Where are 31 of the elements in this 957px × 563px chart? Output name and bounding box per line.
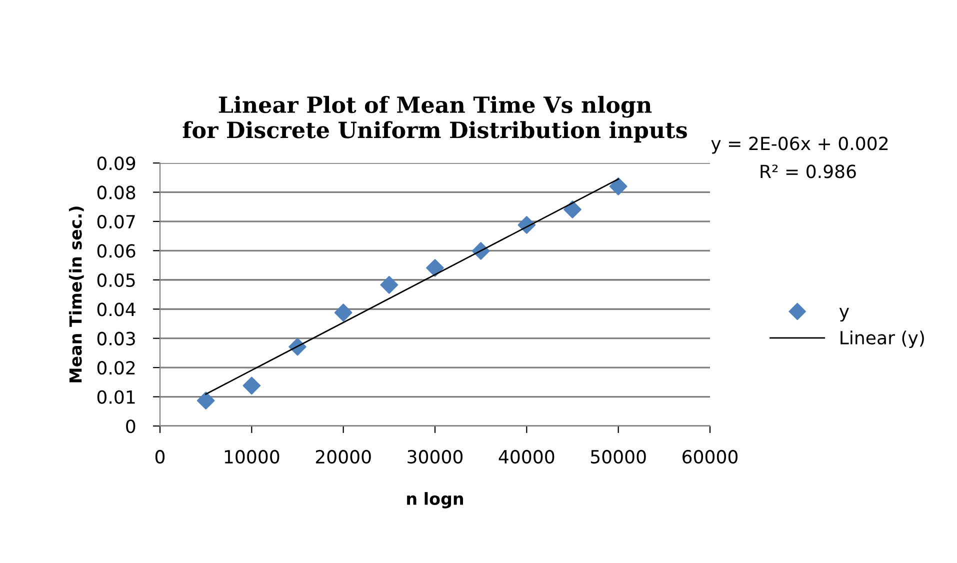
x-tick-label: 50000: [591, 450, 646, 464]
legend-label: Linear (y): [840, 330, 924, 348]
point: [564, 200, 582, 218]
point: [242, 376, 261, 395]
y-tick-label: 0.05: [97, 273, 135, 288]
y-tick-label: 0.01: [97, 390, 135, 404]
x-tick-label: 10000: [224, 450, 280, 464]
text: y = 2E-06x + 0.002: [711, 136, 888, 154]
x-tick-label: 20000: [316, 450, 371, 464]
y-tick-label: 0.06: [97, 244, 136, 258]
y-tick-label: 0: [126, 419, 136, 434]
chart-title: Linear Plot of Mean Time Vs nlogn for Discrete Uniform Distribution inputs: [182, 96, 687, 143]
x-tick-label: 30000: [408, 450, 463, 464]
point: [196, 392, 215, 410]
point: [426, 258, 444, 277]
x-tick-label: 60000: [682, 450, 738, 464]
legend-label: y: [839, 308, 850, 322]
point: [334, 304, 352, 322]
y-tick-label: 0.04: [97, 302, 136, 316]
x-axis-title: n logn: [407, 492, 464, 508]
x-tick-label: 40000: [498, 450, 554, 464]
text: R² = 0.986: [760, 164, 856, 178]
y-tick-label: 0.07: [97, 214, 135, 229]
y-tick-label: 0.03: [97, 332, 135, 346]
y-tick-label: 0.09: [97, 156, 136, 170]
y-tick-label: 0.08: [97, 186, 136, 200]
x-tick-label: 0: [155, 450, 165, 464]
y-tick-label: 0.02: [97, 361, 135, 375]
point: [380, 276, 398, 294]
y-axis-title: Mean Time(in sec.): [68, 206, 84, 382]
point: [609, 177, 628, 196]
